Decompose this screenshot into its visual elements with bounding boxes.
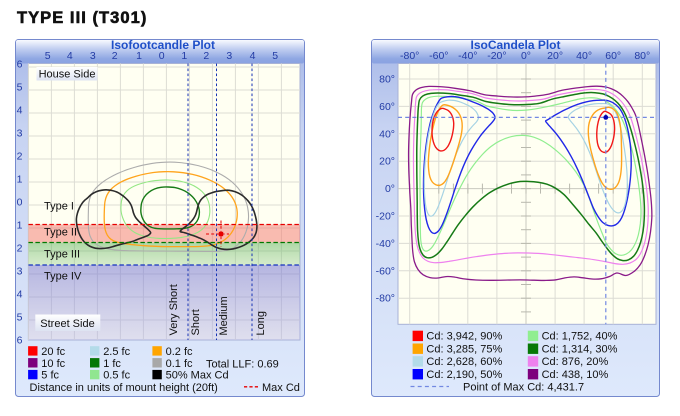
- svg-text:10 fc: 10 fc: [41, 358, 65, 370]
- svg-text:40°: 40°: [576, 50, 592, 62]
- svg-text:Total LLF: 0.69: Total LLF: 0.69: [206, 359, 279, 371]
- svg-text:Point of Max Cd: 4,431.7: Point of Max Cd: 4,431.7: [463, 382, 584, 394]
- svg-text:0.2 fc: 0.2 fc: [166, 346, 193, 358]
- svg-text:House Side: House Side: [39, 69, 96, 81]
- svg-text:-20°: -20°: [487, 50, 506, 62]
- svg-text:Cd: 438, 10%: Cd: 438, 10%: [542, 369, 609, 381]
- svg-text:4: 4: [250, 50, 256, 62]
- svg-text:Short: Short: [190, 309, 202, 335]
- svg-text:Cd: 1,314, 30%: Cd: 1,314, 30%: [542, 343, 618, 355]
- svg-text:2: 2: [17, 151, 23, 163]
- svg-text:2: 2: [203, 50, 209, 62]
- svg-text:60°: 60°: [379, 101, 395, 113]
- svg-text:Cd: 3,285, 75%: Cd: 3,285, 75%: [426, 343, 502, 355]
- svg-text:20 fc: 20 fc: [41, 346, 65, 358]
- svg-text:6: 6: [17, 335, 23, 347]
- svg-text:3: 3: [90, 50, 96, 62]
- svg-text:0°: 0°: [385, 183, 395, 195]
- svg-text:3: 3: [17, 266, 23, 278]
- svg-text:20°: 20°: [379, 156, 395, 168]
- svg-text:40°: 40°: [379, 128, 395, 140]
- svg-text:1: 1: [17, 174, 23, 186]
- svg-text:0.5 fc: 0.5 fc: [103, 370, 130, 382]
- svg-text:4: 4: [17, 289, 23, 301]
- svg-text:Cd: 1,752, 40%: Cd: 1,752, 40%: [542, 331, 618, 343]
- svg-text:Cd: 3,942, 90%: Cd: 3,942, 90%: [426, 331, 502, 343]
- svg-text:2: 2: [112, 50, 118, 62]
- svg-text:5 fc: 5 fc: [41, 370, 59, 382]
- svg-text:6: 6: [17, 59, 23, 71]
- svg-text:1: 1: [17, 220, 23, 232]
- svg-text:5: 5: [17, 312, 23, 324]
- svg-text:3: 3: [226, 50, 232, 62]
- svg-text:20°: 20°: [547, 50, 563, 62]
- svg-text:4: 4: [17, 105, 23, 117]
- svg-text:4: 4: [67, 50, 73, 62]
- svg-text:Street Side: Street Side: [40, 318, 94, 330]
- svg-text:5: 5: [17, 82, 23, 94]
- svg-text:Cd: 2,628, 60%: Cd: 2,628, 60%: [426, 356, 502, 368]
- svg-text:1: 1: [181, 50, 187, 62]
- svg-text:0: 0: [17, 197, 23, 209]
- svg-text:1 fc: 1 fc: [103, 358, 121, 370]
- svg-text:Isofootcandle Plot: Isofootcandle Plot: [111, 39, 215, 52]
- svg-text:Distance in units of mount hei: Distance in units of mount height (20ft): [30, 382, 218, 394]
- svg-text:Very Short: Very Short: [168, 284, 180, 335]
- svg-text:Cd: 2,190, 50%: Cd: 2,190, 50%: [426, 369, 502, 381]
- svg-text:1: 1: [136, 50, 142, 62]
- svg-text:-40°: -40°: [458, 50, 477, 62]
- svg-text:50% Max Cd: 50% Max Cd: [166, 370, 229, 382]
- svg-text:Type I: Type I: [44, 201, 74, 213]
- svg-text:5: 5: [45, 50, 51, 62]
- svg-text:IsoCandela Plot: IsoCandela Plot: [470, 39, 560, 52]
- svg-text:Long: Long: [255, 311, 267, 335]
- svg-text:2: 2: [17, 243, 23, 255]
- svg-text:2.5 fc: 2.5 fc: [103, 346, 130, 358]
- svg-text:5: 5: [272, 50, 278, 62]
- svg-text:0: 0: [159, 50, 165, 62]
- svg-text:-60°: -60°: [429, 50, 448, 62]
- svg-text:Cd: 876, 20%: Cd: 876, 20%: [542, 356, 609, 368]
- svg-text:-80°: -80°: [376, 293, 395, 305]
- svg-text:-80°: -80°: [400, 50, 419, 62]
- svg-text:-20°: -20°: [376, 211, 395, 223]
- svg-text:60°: 60°: [605, 50, 621, 62]
- svg-text:3: 3: [17, 128, 23, 140]
- svg-text:Max Cd: Max Cd: [262, 382, 300, 394]
- svg-text:-60°: -60°: [376, 265, 395, 277]
- svg-text:Type III: Type III: [44, 249, 80, 261]
- svg-text:Type IV: Type IV: [44, 271, 82, 283]
- svg-text:Medium: Medium: [218, 296, 230, 335]
- svg-text:80°: 80°: [634, 50, 650, 62]
- svg-text:-40°: -40°: [376, 238, 395, 250]
- svg-text:0°: 0°: [521, 50, 531, 62]
- svg-text:80°: 80°: [379, 74, 395, 86]
- svg-text:0.1 fc: 0.1 fc: [166, 358, 193, 370]
- svg-text:Type II: Type II: [44, 227, 77, 239]
